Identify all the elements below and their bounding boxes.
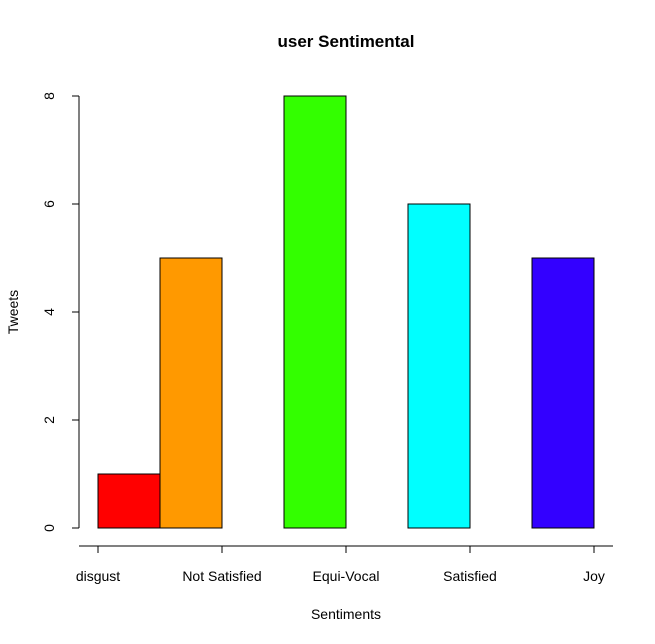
y-tick-label: 4 xyxy=(41,308,57,316)
x-tick-label: Satisfied xyxy=(443,568,497,584)
chart-title: user Sentimental xyxy=(278,32,415,51)
bar-disgust xyxy=(97,473,161,529)
x-tick-label: Joy xyxy=(583,568,605,584)
y-axis-label: Tweets xyxy=(5,290,21,334)
bars-group xyxy=(97,95,595,529)
x-tick-label: Equi-Vocal xyxy=(313,568,380,584)
x-tick-label: disgust xyxy=(76,568,120,584)
y-tick-label: 6 xyxy=(41,200,57,208)
y-tick-label: 8 xyxy=(41,92,57,100)
bar-joy xyxy=(531,257,595,529)
x-tick-label: Not Satisfied xyxy=(182,568,261,584)
bar-equi-vocal xyxy=(283,95,347,529)
x-axis-label: Sentiments xyxy=(311,606,381,622)
y-tick-label: 0 xyxy=(41,524,57,532)
y-axis: 0 2 4 6 8 xyxy=(41,92,80,532)
bar-satisfied xyxy=(407,203,471,529)
bar-not-satisfied xyxy=(159,257,223,529)
y-tick-label: 2 xyxy=(41,416,57,424)
x-axis: disgust Not Satisfied Equi-Vocal Satisfied J… xyxy=(76,545,613,584)
